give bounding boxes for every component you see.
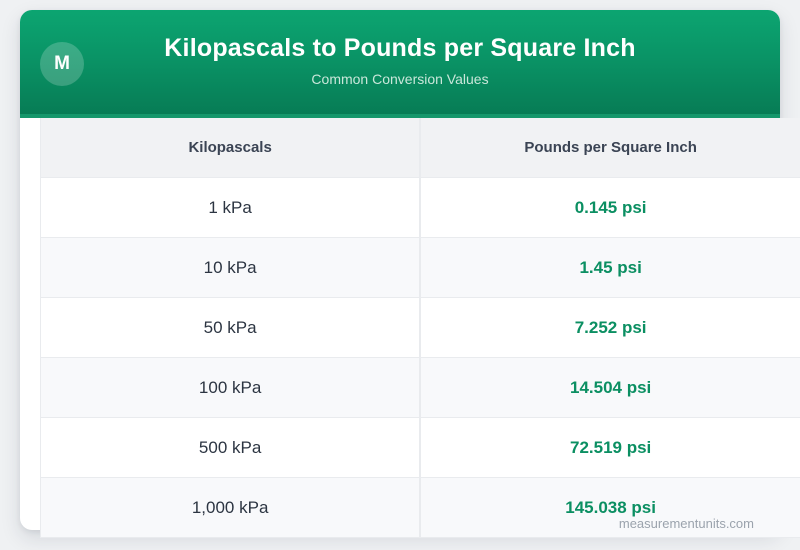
kpa-value: 500 kPa <box>40 417 421 478</box>
column-header-psi: Pounds per Square Inch <box>419 118 800 178</box>
conversion-table: Kilopascals Pounds per Square Inch 1 kPa… <box>40 118 800 538</box>
kpa-value: 100 kPa <box>40 357 421 418</box>
table-row: 500 kPa 72.519 psi <box>40 417 800 478</box>
psi-value: 72.519 psi <box>419 417 800 478</box>
psi-value: 7.252 psi <box>419 297 800 358</box>
kpa-value: 1,000 kPa <box>40 477 421 538</box>
page-title: Kilopascals to Pounds per Square Inch <box>164 34 636 62</box>
brand-logo: M <box>40 42 84 86</box>
card-header: M Kilopascals to Pounds per Square Inch … <box>20 10 780 118</box>
conversion-table-wrap: Kilopascals Pounds per Square Inch 1 kPa… <box>40 118 800 538</box>
header-text: Kilopascals to Pounds per Square Inch Co… <box>20 10 780 87</box>
column-header-kilopascals: Kilopascals <box>40 118 421 178</box>
kpa-value: 10 kPa <box>40 237 421 298</box>
psi-value: 14.504 psi <box>419 357 800 418</box>
kpa-value: 1 kPa <box>40 177 421 238</box>
table-row: 10 kPa 1.45 psi <box>40 237 800 298</box>
table-row: 1,000 kPa 145.038 psi <box>40 477 800 538</box>
table-row: 50 kPa 7.252 psi <box>40 297 800 358</box>
conversion-card: M Kilopascals to Pounds per Square Inch … <box>20 10 800 538</box>
table-row: 100 kPa 14.504 psi <box>40 357 800 418</box>
table-header-row: Kilopascals Pounds per Square Inch <box>40 118 800 178</box>
psi-value: 0.145 psi <box>419 177 800 238</box>
site-watermark: measurementunits.com <box>618 516 754 531</box>
psi-value: 1.45 psi <box>419 237 800 298</box>
brand-logo-letter: M <box>54 53 70 74</box>
page-subtitle: Common Conversion Values <box>311 71 489 87</box>
kpa-value: 50 kPa <box>40 297 421 358</box>
table-row: 1 kPa 0.145 psi <box>40 177 800 238</box>
psi-value: 145.038 psi <box>419 477 800 538</box>
